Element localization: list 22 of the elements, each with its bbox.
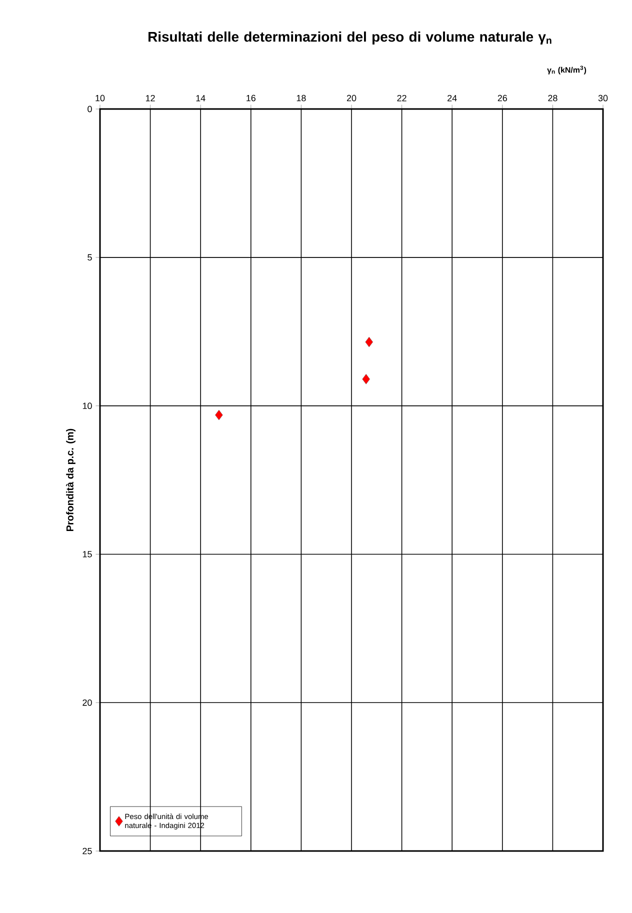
y-tick-label: 0	[88, 106, 92, 112]
x-tick-label: 24	[448, 94, 457, 102]
x-tick-label: 20	[346, 94, 356, 102]
x-tick-label: 16	[246, 94, 256, 102]
point	[215, 410, 223, 420]
point	[362, 374, 370, 384]
y-tick-label: 5	[88, 254, 92, 261]
point	[365, 336, 373, 348]
x-tick-label: 10	[96, 94, 105, 102]
y-tick-label: 20	[82, 699, 92, 706]
x-tick-label: 30	[598, 94, 608, 102]
y-tick-label: 15	[82, 551, 92, 558]
x-tick-label: 22	[397, 94, 406, 102]
x-tick-label: 12	[146, 94, 155, 102]
y-axis-title: Profondità da p.c. (m)	[66, 428, 76, 532]
x-tick-label: 26	[498, 94, 507, 102]
y-tick-label: 10	[82, 402, 92, 409]
y-tick-label: 25	[82, 848, 92, 854]
x-tick-label: 14	[196, 95, 206, 102]
x-tick-label: 28	[548, 94, 558, 102]
chart-title: Risultati delle determinazioni del peso di volume naturale γ$_{n}$	[148, 32, 552, 45]
x-tick-label: 18	[296, 94, 306, 102]
